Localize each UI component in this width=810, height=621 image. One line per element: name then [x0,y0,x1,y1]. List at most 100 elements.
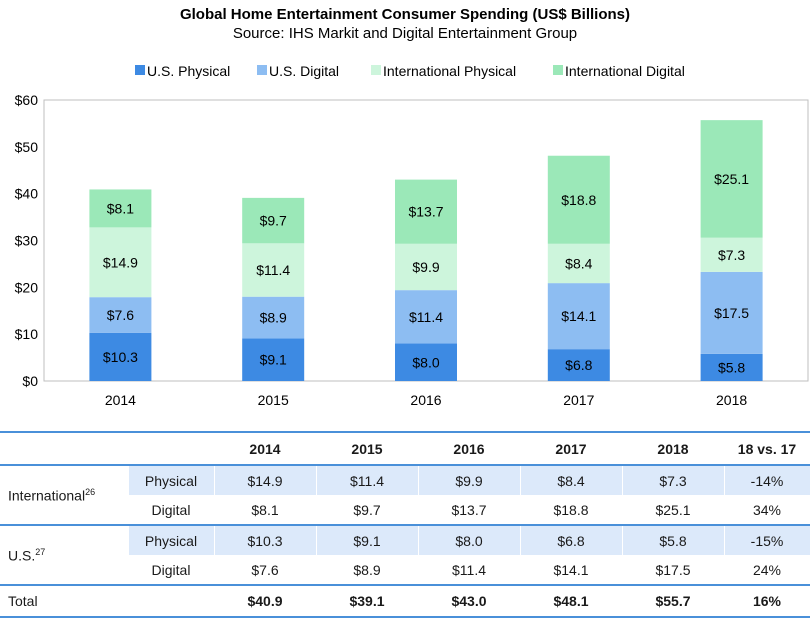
bar-segment [395,343,457,381]
y-tick-label: $20 [15,279,39,295]
bar-segment [242,296,305,339]
y-tick-label: $40 [15,186,39,202]
bar-segment [700,353,763,381]
footnote-ref: 26 [85,486,96,497]
header-year: 2016 [418,432,520,466]
spending-data-table: 2014 2015 2016 2017 2018 18 vs. 17 Inter… [0,431,810,618]
bar-segment [547,283,610,350]
table-cell: $9.1 [315,525,419,555]
bar-segment [89,332,152,381]
header-year: 2014 [214,432,316,466]
stacked-bar-chart: Global Home Entertainment Consumer Spend… [15,6,809,408]
row-label: Physical [127,465,215,495]
table-cell: $11.4 [417,555,521,586]
data-label: $8.4 [565,255,592,271]
header-year: 2015 [316,432,418,466]
bar-segment [395,179,457,244]
y-tick-label: $0 [22,373,38,389]
table-cell: 34% [723,495,810,526]
group-label-us: U.S.27 [0,525,128,586]
footnote-ref: 27 [35,546,46,557]
table-cell: $14.1 [519,555,623,586]
table-cell: $18.8 [519,495,623,526]
table-row: U.S.27 Physical $10.3 $9.1 $8.0 $6.8 $5.… [0,525,810,586]
data-label: $11.4 [256,262,290,278]
data-label: $14.1 [561,308,596,324]
data-label: $25.1 [714,171,749,187]
y-tick-label: $60 [15,92,39,108]
table-cell: $7.3 [621,465,725,495]
data-label: $6.8 [565,357,592,373]
header-year: 2017 [520,432,622,466]
bar-segment [242,197,305,244]
table-header-row: 2014 2015 2016 2017 2018 18 vs. 17 [0,432,810,466]
table-cell: -14% [723,465,810,495]
bar-segment [89,189,152,228]
table-row: Digital $8.1 $9.7 $13.7 $18.8 $25.1 34% [0,495,810,526]
data-label: $14.9 [103,254,138,270]
data-label: $7.3 [718,247,745,263]
chart-subtitle: Source: IHS Markit and Digital Entertain… [233,25,577,42]
bar-segment [547,243,610,284]
table-cell: $8.1 [213,495,317,526]
data-label: $11.4 [409,309,443,325]
x-tick-label: 2015 [258,392,289,408]
y-tick-label: $30 [15,233,39,249]
data-label: $18.8 [561,192,596,208]
bar-segment [700,120,763,238]
legend-label: U.S. Digital [269,63,339,79]
header-empty [128,432,214,466]
table-cell: $17.5 [621,555,725,586]
data-label: $8.1 [107,200,134,216]
table-cell: $5.8 [621,525,725,555]
total-cell: $43.0 [418,585,520,618]
group-label-international: International26 [0,465,128,526]
bar-segment [547,349,610,381]
data-label: $7.6 [107,307,134,323]
header-year: 2018 [622,432,724,466]
y-tick-label: $10 [15,326,39,342]
bar-segment [700,271,763,354]
data-label: $8.0 [412,354,439,370]
table-cell: $9.7 [315,495,419,526]
total-cell: $40.9 [214,585,316,618]
plot-area: $0 $10 $20 $30 $40 $50 $60 $10.3 $7.6 $14.9 $8.1 20… [15,92,809,408]
x-tick-label: 2014 [105,392,136,408]
data-label: $9.9 [412,259,439,275]
chart-title: Global Home Entertainment Consumer Spend… [180,6,630,23]
table-cell: $7.6 [213,555,317,586]
bar-segment [242,338,305,381]
legend-swatch [371,65,381,75]
table-cell: $9.9 [417,465,521,495]
row-label: Digital [127,555,215,586]
table-cell: $25.1 [621,495,725,526]
bar-segment [242,243,305,297]
data-label: $10.3 [103,349,138,365]
total-cell: $48.1 [520,585,622,618]
x-tick-label: 2016 [410,392,441,408]
row-label: Physical [127,525,215,555]
table-cell: 24% [723,555,810,586]
table-cell: $8.0 [417,525,521,555]
total-label: Total [0,585,214,618]
header-change: 18 vs. 17 [724,432,810,466]
total-cell: $39.1 [316,585,418,618]
table-total-row: Total $40.9 $39.1 $43.0 $48.1 $55.7 16% [0,585,810,618]
data-label: $17.5 [714,305,749,321]
bar-segment [89,227,152,298]
table-cell: $13.7 [417,495,521,526]
data-label: $9.7 [260,213,287,229]
table-row: International26 Physical $14.9 $11.4 $9.… [0,465,810,526]
bar-segment [700,237,763,272]
table-cell: $8.4 [519,465,623,495]
total-cell: $55.7 [622,585,724,618]
table-row: Digital $7.6 $8.9 $11.4 $14.1 $17.5 24% [0,555,810,586]
table-cell: $6.8 [519,525,623,555]
data-label: $9.1 [260,352,287,368]
header-empty [0,432,128,466]
table-cell: $14.9 [213,465,317,495]
bar-segment [547,155,610,244]
table-cell: $11.4 [315,465,419,495]
legend-label: International Physical [383,63,516,79]
table-cell: $10.3 [213,525,317,555]
